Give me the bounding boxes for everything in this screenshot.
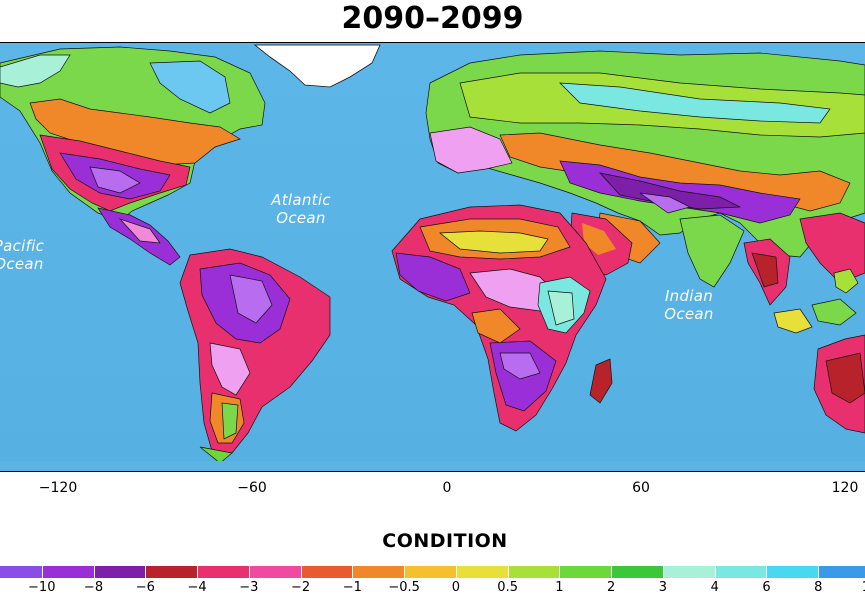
- legend-swatch: [41, 566, 94, 578]
- legend-swatch: [818, 566, 865, 578]
- legend-tick-label: 8: [814, 580, 823, 595]
- legend-title: CONDITION: [382, 530, 508, 552]
- madagascar: [589, 358, 613, 404]
- legend-color-bar: [0, 566, 865, 578]
- longitude-label-120: 120: [831, 480, 859, 496]
- arabian-interior: [582, 223, 616, 255]
- legend-swatch: [300, 566, 353, 578]
- greenland: [253, 44, 381, 88]
- antarctica: [0, 461, 865, 471]
- legend-swatch: [455, 566, 508, 578]
- legend-tick-label: −4: [187, 580, 207, 595]
- legend-tick-label: 3: [658, 580, 668, 595]
- legend-swatch: [714, 566, 767, 578]
- legend-tick-label: −10: [28, 580, 56, 595]
- legend-tick-label: 4: [710, 580, 719, 595]
- legend-tick-label: 0: [451, 580, 461, 595]
- africa: [391, 204, 607, 432]
- eurasia: [425, 50, 865, 306]
- legend-swatch: [766, 566, 819, 578]
- south-america: [179, 248, 331, 464]
- indonesia: [773, 268, 859, 334]
- legend-tick-label: −3: [239, 580, 259, 595]
- map-title: 2090–2099: [341, 1, 524, 36]
- legend-tick-label: 1: [555, 580, 564, 595]
- longitude-label-minus-60: −60: [237, 480, 267, 496]
- world-map-graphic: [0, 43, 865, 471]
- longitude-label-0: 0: [442, 480, 452, 496]
- legend-swatch: [0, 566, 42, 578]
- ocean-label-indian: Indian Ocean: [664, 287, 714, 323]
- ocean-label-atlantic: Atlantic Ocean: [271, 191, 331, 227]
- legend-tick-label: −0.5: [388, 580, 420, 595]
- legend-swatch: [611, 566, 663, 578]
- legend-swatch: [352, 566, 405, 578]
- legend-tick-label: 10: [862, 580, 865, 595]
- longitude-label-minus-120: −120: [38, 480, 78, 496]
- ocean-label-pacific: Pacific Ocean: [0, 237, 45, 273]
- longitude-label-60: 60: [632, 480, 650, 496]
- legend-swatch: [93, 566, 146, 578]
- legend-swatch: [662, 566, 715, 578]
- australia: [813, 334, 865, 434]
- legend-tick-label: −6: [135, 580, 155, 595]
- north-america: [0, 46, 266, 266]
- legend-swatch: [248, 566, 301, 578]
- legend-tick-label: −2: [290, 580, 311, 595]
- legend-swatch: [404, 566, 456, 578]
- legend-tick-label: 6: [762, 580, 771, 595]
- legend-swatch: [197, 566, 249, 578]
- legend-swatch: [559, 566, 612, 578]
- world-map: Pacific Ocean Atlantic Ocean Indian Ocea…: [0, 42, 865, 472]
- legend-swatch: [145, 566, 198, 578]
- legend-swatch: [507, 566, 560, 578]
- legend-tick-label: 0.5: [497, 580, 518, 595]
- legend-tick-label: −1: [342, 580, 362, 595]
- legend-tick-label: −8: [83, 580, 104, 595]
- legend-tick-label: 2: [607, 580, 616, 595]
